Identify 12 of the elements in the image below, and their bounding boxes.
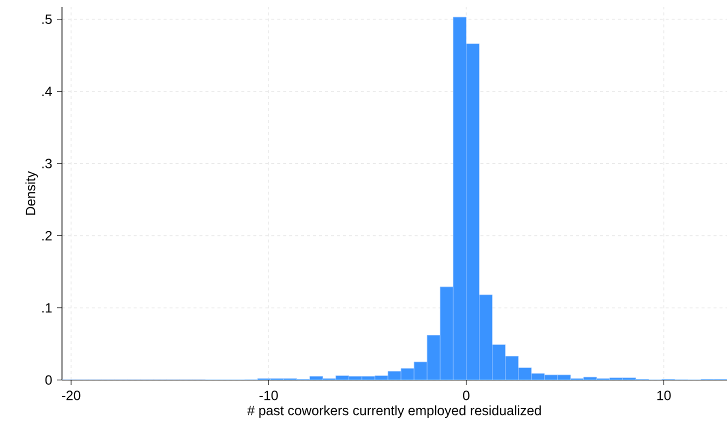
y-tick-label: .5 <box>42 14 52 24</box>
x-tick-label: 0 <box>463 390 470 400</box>
y-tick-label: .2 <box>42 231 52 240</box>
y-tick-label: 0 <box>45 375 52 385</box>
y-tick-label: .1 <box>42 303 52 312</box>
x-tick-label: -20 <box>62 390 80 400</box>
x-tick-label: 10 <box>657 390 671 400</box>
x-axis-title: # past coworkers currently employed residualized <box>247 405 541 418</box>
y-tick-label: .3 <box>42 158 52 168</box>
y-axis-title: Density <box>25 171 38 215</box>
x-tick-label: -10 <box>260 390 278 400</box>
y-tick-label: .4 <box>42 86 52 96</box>
